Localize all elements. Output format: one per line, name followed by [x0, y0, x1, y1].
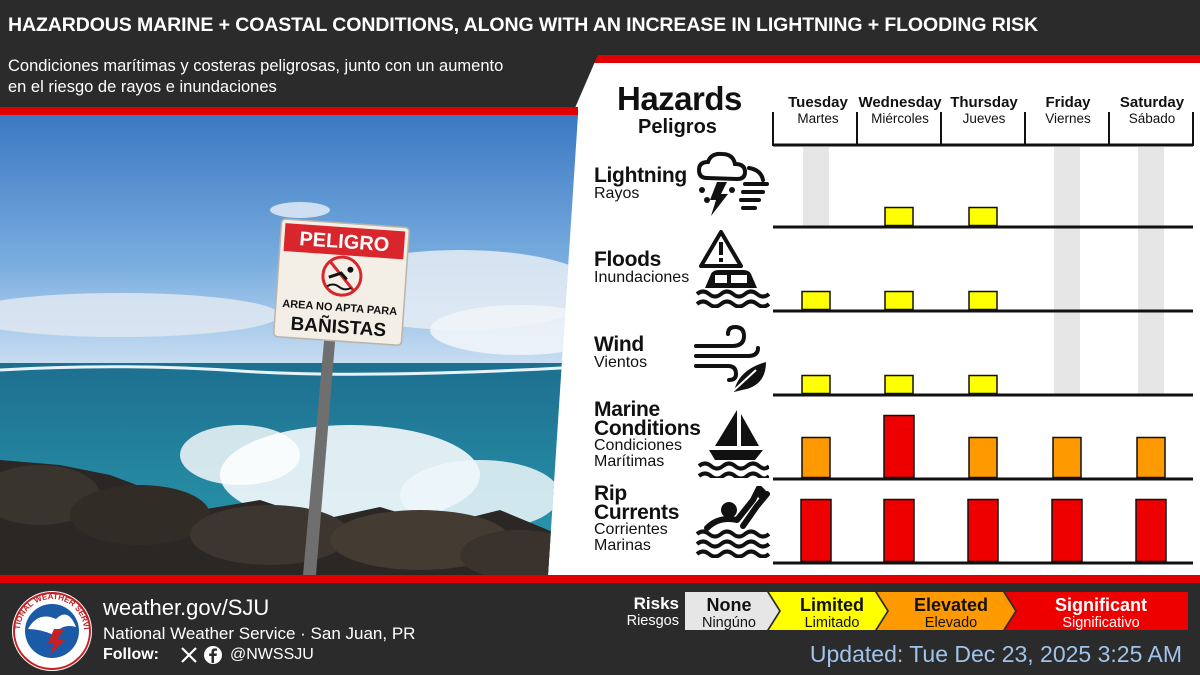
red-divider-right [590, 55, 1200, 63]
x-icon[interactable] [180, 646, 198, 664]
follow-label: Follow: [103, 646, 159, 663]
none-band [1138, 147, 1164, 395]
risk-bar-significant [883, 498, 915, 563]
hazard-label-marine: Marine Conditions Condiciones Marítimas [594, 398, 701, 470]
day-name-en: Tuesday [788, 94, 848, 111]
hazard-label-lightning: Lightning Rayos [594, 165, 687, 202]
thunderstorm-icon [696, 151, 769, 216]
day-name-es: Jueves [962, 111, 1006, 126]
legend-es: Limitado [804, 615, 860, 631]
subtitle-panel [0, 50, 600, 108]
legend-es: Significativo [1062, 615, 1140, 631]
hazard-name-en: Wind [594, 333, 644, 356]
hazard-name-es: Vientos [594, 354, 648, 371]
legend-en: Significant [1054, 595, 1147, 615]
hazard-label-floods: Floods Inundaciones [594, 249, 689, 286]
nws-logo: NATIONAL WEATHER SERVICE [10, 589, 92, 671]
risk-bar-limited [884, 374, 914, 395]
website-link[interactable]: weather.gov/SJU [103, 595, 270, 620]
legend-item-significant: Significant Significativo [1020, 596, 1182, 631]
risk-bar-limited [968, 374, 998, 395]
wind-leaf-icon [694, 324, 766, 394]
office-name: National Weather Service · San Juan, PR [103, 624, 416, 643]
day-header-friday: Friday Viernes [1023, 94, 1113, 126]
legend-es: Ningúno [701, 615, 756, 631]
day-header-wednesday: Wednesday Miércoles [855, 94, 945, 126]
day-name-en: Saturday [1119, 94, 1185, 111]
risk-bar-limited [884, 290, 914, 311]
risks-label-es: Riesgos [626, 613, 679, 629]
legend-swatch-none [685, 592, 779, 630]
legend-swatch-significant [1005, 592, 1188, 630]
day-name-es: Sábado [1128, 111, 1176, 126]
legend-swatch-elevated [877, 592, 1015, 630]
risk-bar-limited [801, 290, 831, 311]
red-divider-left [0, 107, 578, 115]
day-name-en: Thursday [950, 94, 1018, 111]
flooded-car-icon [695, 230, 771, 308]
day-header-thursday: Thursday Jueves [939, 94, 1029, 126]
hazard-name-en: Rip Currents [594, 482, 680, 524]
risk-bar-significant [883, 414, 915, 479]
risk-bar-elevated [1136, 436, 1166, 479]
risk-bar-significant [967, 498, 999, 563]
risk-bar-elevated [801, 436, 831, 479]
hazard-name-es: Condiciones Marítimas [594, 437, 683, 470]
drowning-swimmer-icon [695, 486, 771, 558]
beach-danger-photo: PELIGRO AREA NO APTA PARA BAÑISTAS [0, 115, 578, 575]
day-name-en: Friday [1045, 94, 1091, 111]
hazard-name-es: Rayos [594, 185, 640, 202]
hazard-name-es: Inundaciones [594, 269, 690, 286]
legend-swatch-limited [769, 592, 887, 630]
legend-item-elevated: Elevated Elevado [889, 596, 1013, 631]
risk-bar-limited [968, 290, 998, 311]
social-handle[interactable]: @NWSSJU [230, 646, 314, 663]
risk-bar-significant [800, 498, 832, 563]
none-band [803, 147, 829, 227]
hazard-label-wind: Wind Vientos [594, 334, 647, 371]
risk-bar-significant [1051, 498, 1083, 563]
legend-en: Elevated [913, 595, 989, 615]
hazard-name-en: Lightning [594, 164, 687, 187]
footer-divider [0, 575, 1200, 583]
legend-item-limited: Limited Limitado [782, 596, 882, 631]
header-bar [0, 0, 1200, 55]
day-header-tuesday: Tuesday Martes [773, 94, 863, 126]
risks-label: Risks Riesgos [617, 594, 679, 630]
day-name-es: Viernes [1045, 111, 1091, 126]
subtitle-line-1: Condiciones marítimas y costeras peligro… [8, 57, 504, 75]
page-title: HAZARDOUS MARINE + COASTAL CONDITIONS, A… [8, 14, 1038, 36]
day-header-saturday: Saturday Sábado [1107, 94, 1197, 126]
risk-bar-limited [884, 206, 914, 227]
hazard-name-es: Corrientes Marinas [594, 521, 668, 554]
legend-en: Limited [799, 595, 864, 615]
legend-item-none: None Ningúno [688, 596, 770, 631]
risk-bar-limited [968, 206, 998, 227]
sailboat-waves-icon [697, 410, 769, 478]
risk-bar-elevated [968, 436, 998, 479]
day-name-en: Wednesday [858, 94, 942, 111]
updated-timestamp: Updated: Tue Dec 23, 2025 3:25 AM [809, 641, 1182, 667]
none-band [1054, 147, 1080, 395]
day-name-es: Miércoles [871, 111, 929, 126]
hazard-label-rip-currents: Rip Currents Corrientes Marinas [594, 482, 694, 554]
legend-en: None [706, 595, 752, 615]
day-name-es: Martes [797, 111, 839, 126]
hazard-name-en: Marine Conditions [594, 398, 701, 440]
beach-photo-illustration: PELIGRO AREA NO APTA PARA BAÑISTAS [0, 115, 578, 575]
risk-bar-elevated [1052, 436, 1082, 479]
subtitle-line-2: en el riesgo de rayos e inundaciones [8, 78, 277, 96]
page-subtitle: Condiciones marítimas y costeras peligro… [8, 56, 578, 98]
legend-es: Elevado [924, 615, 978, 631]
risks-label-en: Risks [633, 594, 679, 613]
risk-bar-significant [1135, 498, 1167, 563]
chart-title: Hazards [617, 80, 742, 117]
risk-legend-bar [685, 592, 1188, 630]
chart-subtitle: Peligros [638, 116, 717, 138]
facebook-icon[interactable] [203, 645, 223, 665]
hazard-name-en: Floods [594, 248, 662, 271]
risk-bar-limited [801, 374, 831, 395]
